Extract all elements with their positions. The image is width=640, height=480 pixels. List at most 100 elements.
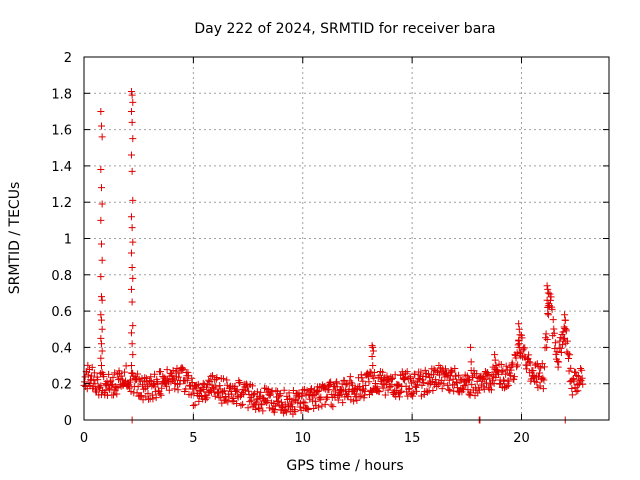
data-point	[294, 393, 302, 401]
data-point	[561, 311, 569, 319]
data-point	[574, 372, 582, 380]
data-point	[145, 395, 153, 403]
data-point	[536, 369, 544, 377]
data-point	[547, 293, 555, 301]
y-tick-label: 0.6	[51, 305, 72, 320]
data-point	[257, 388, 265, 396]
data-point	[280, 386, 288, 394]
data-point	[532, 361, 540, 369]
data-point	[98, 325, 106, 333]
data-point	[554, 357, 562, 365]
data-point	[259, 407, 267, 415]
data-point	[195, 397, 203, 405]
data-point	[544, 289, 552, 297]
data-point	[102, 380, 110, 388]
data-point	[129, 135, 137, 143]
data-point	[98, 362, 105, 370]
x-tick-label: 20	[513, 431, 530, 446]
data-point	[397, 387, 405, 395]
data-point	[561, 316, 569, 324]
data-point	[356, 382, 364, 390]
data-point	[90, 376, 98, 384]
data-point	[299, 398, 307, 406]
data-point	[473, 370, 481, 378]
data-point	[94, 376, 102, 384]
x-tick-label: 10	[294, 431, 311, 446]
data-point	[515, 336, 523, 344]
data-point	[350, 386, 358, 394]
data-point	[361, 387, 369, 395]
data-point	[176, 380, 184, 388]
data-point	[174, 386, 182, 394]
data-point	[512, 354, 520, 362]
data-point	[539, 385, 547, 393]
data-point	[253, 388, 261, 396]
data-point	[318, 402, 326, 410]
data-point	[418, 381, 426, 389]
data-point	[201, 396, 209, 404]
data-point	[266, 391, 274, 399]
data-point	[236, 378, 244, 386]
data-point	[374, 387, 382, 395]
data-point	[212, 383, 220, 391]
data-point	[577, 364, 585, 372]
data-point	[213, 374, 221, 382]
axis-ticks: 00.20.40.60.811.21.41.61.820 5 10 15 20	[51, 51, 609, 446]
data-point	[543, 336, 551, 344]
data-point	[237, 401, 245, 409]
data-point	[156, 390, 164, 398]
data-point	[499, 376, 507, 384]
data-point	[98, 340, 105, 348]
data-point	[393, 382, 401, 390]
data-point	[98, 184, 105, 192]
data-point	[304, 404, 312, 412]
data-point	[411, 382, 419, 390]
data-point	[567, 364, 575, 372]
data-point	[524, 354, 532, 362]
y-tick-label: 0.4	[51, 341, 72, 356]
data-point	[364, 373, 372, 381]
data-point	[97, 273, 105, 281]
data-point	[391, 371, 399, 379]
data-point	[505, 377, 513, 385]
data-point	[189, 401, 197, 409]
data-point	[127, 285, 135, 293]
data-point	[240, 390, 248, 398]
data-point	[475, 386, 483, 394]
data-point	[573, 371, 581, 379]
data-point	[152, 394, 160, 402]
data-point	[499, 367, 507, 375]
data-point	[551, 339, 559, 347]
data-point	[129, 351, 137, 359]
data-point	[432, 376, 440, 384]
data-point	[388, 374, 396, 382]
data-point	[309, 392, 317, 400]
data-point	[320, 384, 328, 392]
data-point	[271, 405, 279, 413]
data-point	[543, 343, 551, 351]
data-point	[118, 376, 126, 384]
data-point	[84, 371, 92, 379]
data-point	[97, 334, 105, 342]
data-point	[514, 361, 522, 369]
data-point	[271, 402, 279, 410]
data-point	[369, 343, 377, 351]
data-point	[429, 386, 437, 394]
data-point	[491, 356, 499, 364]
data-point	[453, 379, 461, 387]
data-point	[533, 378, 541, 386]
data-point	[544, 285, 552, 293]
data-point	[221, 387, 229, 395]
data-point	[127, 151, 135, 159]
data-point	[97, 107, 105, 115]
data-point	[81, 378, 89, 386]
data-point	[452, 378, 460, 386]
data-point	[194, 391, 202, 399]
data-point	[543, 296, 551, 304]
data-point	[184, 368, 192, 376]
data-point	[502, 362, 510, 370]
data-point	[550, 325, 558, 333]
data-point	[127, 329, 135, 337]
data-point	[402, 369, 410, 377]
data-point	[487, 381, 495, 389]
